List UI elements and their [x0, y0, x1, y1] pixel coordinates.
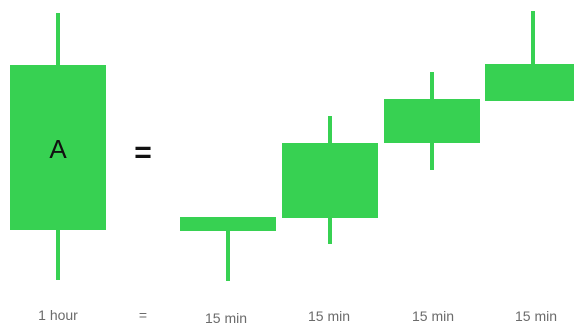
quarter-candle-1-body: [180, 217, 276, 231]
caption-equals: =: [139, 307, 147, 323]
hour-candle-body: [10, 65, 106, 230]
quarter-candle-3-body: [384, 99, 480, 143]
hour-candle-label: A: [49, 134, 67, 164]
equals-symbol: =: [134, 136, 152, 169]
hour-candle: A: [10, 13, 106, 280]
caption-quarter-1: 15 min: [205, 310, 247, 324]
quarter-candle-2: [282, 116, 378, 244]
quarter-candle-2-body: [282, 143, 378, 218]
caption-hour: 1 hour: [38, 307, 78, 323]
caption-quarter-4: 15 min: [515, 308, 557, 324]
caption-quarter-3: 15 min: [412, 308, 454, 324]
quarter-candle-3: [384, 72, 480, 170]
captions-row: 1 hour = 15 min 15 min 15 min 15 min: [38, 307, 557, 324]
quarter-candle-1: [180, 217, 276, 281]
caption-quarter-2: 15 min: [308, 308, 350, 324]
quarter-candle-4: [485, 11, 574, 101]
quarter-candle-4-body: [485, 64, 574, 101]
